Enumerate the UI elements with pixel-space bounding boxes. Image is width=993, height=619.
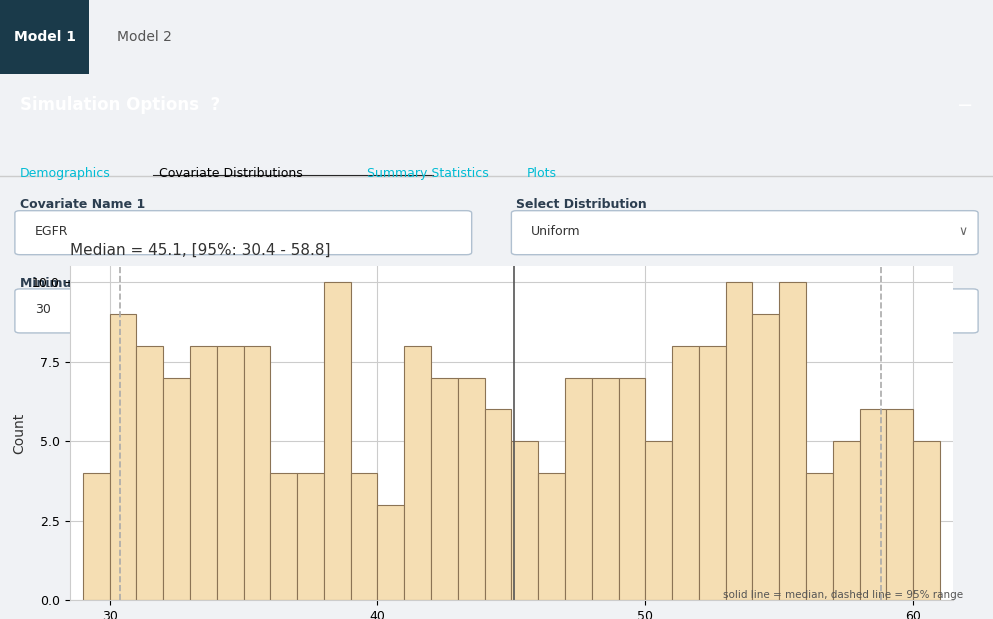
Bar bbox=[163, 378, 190, 600]
Bar bbox=[109, 314, 136, 600]
Bar bbox=[216, 346, 243, 600]
FancyBboxPatch shape bbox=[15, 289, 472, 333]
Text: Median = 45.1, [95%: 30.4 - 58.8]: Median = 45.1, [95%: 30.4 - 58.8] bbox=[70, 243, 330, 258]
Bar bbox=[565, 378, 592, 600]
Bar bbox=[887, 409, 914, 600]
FancyBboxPatch shape bbox=[511, 289, 978, 333]
Bar bbox=[458, 378, 485, 600]
Text: Model 1: Model 1 bbox=[14, 30, 75, 44]
FancyBboxPatch shape bbox=[0, 0, 89, 74]
Bar bbox=[377, 505, 404, 600]
Bar bbox=[136, 346, 163, 600]
Bar bbox=[672, 346, 699, 600]
Bar bbox=[914, 441, 940, 600]
Text: Plots: Plots bbox=[526, 167, 556, 180]
Bar bbox=[699, 346, 726, 600]
Bar bbox=[726, 282, 753, 600]
Bar bbox=[619, 378, 645, 600]
Bar bbox=[592, 378, 619, 600]
Text: 30: 30 bbox=[35, 303, 51, 316]
Bar bbox=[351, 473, 377, 600]
Bar bbox=[806, 473, 833, 600]
Bar bbox=[538, 473, 565, 600]
Bar bbox=[297, 473, 324, 600]
Text: Covariate Name 1: Covariate Name 1 bbox=[20, 199, 145, 212]
Text: Simulation Options  ?: Simulation Options ? bbox=[20, 96, 220, 115]
Bar bbox=[431, 378, 458, 600]
Text: Covariate Distributions: Covariate Distributions bbox=[159, 167, 303, 180]
Text: Summary Statistics: Summary Statistics bbox=[367, 167, 490, 180]
FancyBboxPatch shape bbox=[511, 210, 978, 254]
Text: Demographics: Demographics bbox=[20, 167, 110, 180]
Bar bbox=[190, 346, 216, 600]
Text: Uniform: Uniform bbox=[531, 225, 581, 238]
Bar bbox=[860, 409, 887, 600]
Bar bbox=[243, 346, 270, 600]
Text: Minimum Value: Minimum Value bbox=[20, 277, 128, 290]
Bar bbox=[511, 441, 538, 600]
Y-axis label: Count: Count bbox=[12, 413, 27, 454]
Text: Model 2: Model 2 bbox=[116, 30, 172, 44]
Bar bbox=[404, 346, 431, 600]
Text: 60: 60 bbox=[531, 303, 547, 316]
Bar bbox=[753, 314, 780, 600]
Text: EGFR: EGFR bbox=[35, 225, 69, 238]
Text: solid line = median, dashed line = 95% range: solid line = median, dashed line = 95% r… bbox=[723, 591, 963, 600]
FancyBboxPatch shape bbox=[15, 210, 472, 254]
Bar bbox=[645, 441, 672, 600]
Bar bbox=[82, 473, 109, 600]
Text: Select Distribution: Select Distribution bbox=[516, 199, 647, 212]
Bar bbox=[270, 473, 297, 600]
Bar bbox=[780, 282, 806, 600]
Bar bbox=[833, 441, 860, 600]
Text: Maximum Value: Maximum Value bbox=[516, 277, 628, 290]
Bar bbox=[324, 282, 351, 600]
Text: ∨: ∨ bbox=[958, 225, 967, 238]
Text: −: − bbox=[957, 96, 973, 115]
Bar bbox=[485, 409, 511, 600]
